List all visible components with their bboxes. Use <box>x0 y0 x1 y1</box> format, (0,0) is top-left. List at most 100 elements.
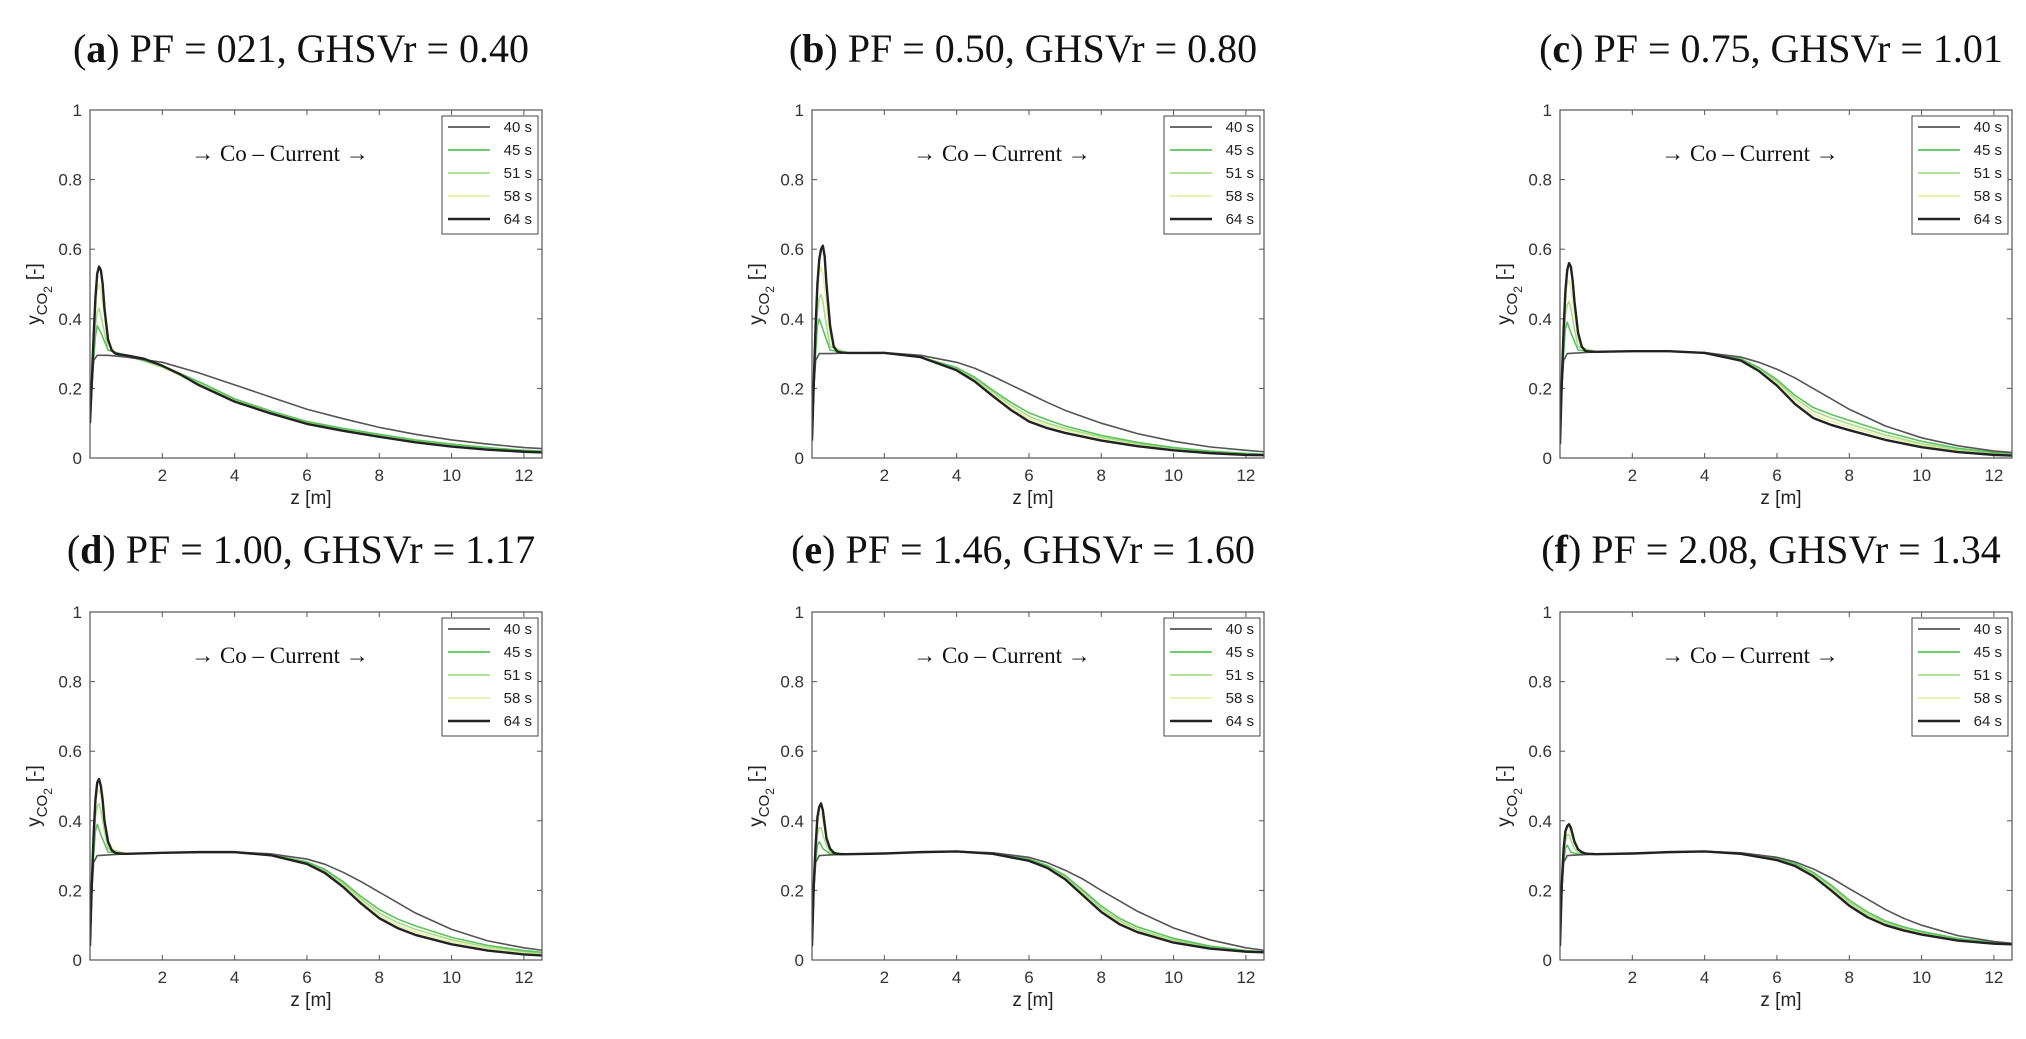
legend-label: 51 s <box>1226 667 1254 684</box>
plot-frame <box>1559 611 2013 961</box>
x-tick-label: 6 <box>1772 968 1781 987</box>
legend-label: 45 s <box>1974 142 2002 159</box>
legend-label: 51 s <box>504 165 532 182</box>
y-tick-label: 0.8 <box>780 171 804 190</box>
legend-label: 45 s <box>1226 142 1254 159</box>
legend-label: 64 s <box>1226 713 1254 730</box>
y-tick-label: 0.6 <box>58 742 82 761</box>
panel-title-letter: a <box>86 26 106 71</box>
y-tick-label: 1 <box>1543 603 1552 622</box>
y-tick-label: 0.4 <box>780 812 804 831</box>
y-tick-label: 0.2 <box>1528 379 1552 398</box>
panel-title-open-paren: ( <box>791 527 804 572</box>
y-axis-label: yCO2 [-] <box>746 263 777 325</box>
panel-title-open-paren: ( <box>73 26 86 71</box>
y-tick-label: 0 <box>1543 951 1552 970</box>
y-tick-label: 0.8 <box>1528 673 1552 692</box>
y-axis-label-sub: CO <box>1504 293 1521 316</box>
x-tick-label: 2 <box>880 466 889 485</box>
legend-label: 40 s <box>1226 119 1254 136</box>
y-tick-label: 0.2 <box>780 379 804 398</box>
x-axis-label: z [m] <box>1760 488 1801 509</box>
panel-a: (a) PF = 021, GHSVr = 0.40 0 0.2 0.4 0.6 0.8 1… <box>24 26 543 509</box>
legend-label: 40 s <box>1226 621 1254 638</box>
flow-annotation: → Co – Current → <box>1661 643 1839 668</box>
panel-title-text: ) PF = 0.75, GHSVr = 1.01 <box>1570 26 2003 71</box>
panel-title-text: ) PF = 0.50, GHSVr = 0.80 <box>824 26 1257 71</box>
x-axis-label: z [m] <box>290 990 331 1011</box>
legend-label: 64 s <box>504 713 532 730</box>
x-axis-label: z [m] <box>1012 488 1053 509</box>
x-tick-label: 4 <box>1700 466 1709 485</box>
plot-frame <box>1559 109 2013 459</box>
series-line-51s <box>812 293 1264 456</box>
panel-title-letter: f <box>1555 527 1569 572</box>
flow-annotation: → Co – Current → <box>191 643 369 668</box>
x-tick-label: 12 <box>514 968 533 987</box>
legend-box <box>441 115 539 235</box>
panel-title-text: ) PF = 1.00, GHSVr = 1.17 <box>102 527 535 572</box>
x-tick-label: 10 <box>1912 968 1931 987</box>
x-axis-label: z [m] <box>1012 990 1053 1011</box>
y-tick-label: 0.2 <box>58 881 82 900</box>
flow-annotation: → Co – Current → <box>191 141 369 166</box>
series-line-45s <box>1560 321 2012 455</box>
x-tick-label: 4 <box>952 968 961 987</box>
panel-title-open-paren: ( <box>789 26 802 71</box>
legend-label: 40 s <box>504 621 532 638</box>
x-tick-label: 8 <box>1097 466 1106 485</box>
y-tick-label: 0.2 <box>780 881 804 900</box>
y-tick-label: 0 <box>1543 449 1552 468</box>
y-axis-label-unit: [-] <box>1494 263 1515 280</box>
x-tick-label: 8 <box>375 466 384 485</box>
flow-annotation: → Co – Current → <box>1661 141 1839 166</box>
y-axis-label-subsub: 2 <box>763 788 777 795</box>
series-line-45s <box>812 318 1264 455</box>
series-line-64s <box>1560 261 2012 457</box>
x-tick-label: 10 <box>442 968 461 987</box>
y-tick-label: 0.2 <box>1528 881 1552 900</box>
y-tick-label: 0.4 <box>1528 812 1552 831</box>
y-tick-label: 1 <box>73 101 82 120</box>
x-tick-label: 12 <box>514 466 533 485</box>
y-axis-label-subsub: 2 <box>763 286 777 293</box>
y-tick-label: 0.6 <box>780 240 804 259</box>
series-line-64s <box>1560 823 2012 947</box>
legend-label: 45 s <box>504 644 532 661</box>
x-tick-label: 4 <box>1700 968 1709 987</box>
panel-e: (e) PF = 1.46, GHSVr = 1.60 0 0.2 0.4 0.6 0.8… <box>746 527 1265 1011</box>
y-axis-label-subsub: 2 <box>1511 788 1525 795</box>
legend-label: 58 s <box>1226 690 1254 707</box>
y-axis-label-unit: [-] <box>1494 765 1515 782</box>
x-tick-label: 4 <box>230 466 239 485</box>
y-axis-label-subsub: 2 <box>41 788 55 795</box>
x-tick-label: 6 <box>1024 968 1033 987</box>
legend-label: 51 s <box>1226 165 1254 182</box>
panel-d: (d) PF = 1.00, GHSVr = 1.17 0 0.2 0.4 0.6 0.8… <box>24 527 543 1011</box>
y-axis-label-sub: CO <box>756 293 773 316</box>
series-line-40s <box>812 351 1264 453</box>
y-tick-label: 0.4 <box>58 310 82 329</box>
y-tick-label: 1 <box>1543 101 1552 120</box>
panel-b: (b) PF = 0.50, GHSVr = 0.80 0 0.2 0.4 0.6 0.8… <box>746 26 1265 509</box>
y-axis-label: yCO2 [-] <box>746 765 777 827</box>
legend-label: 58 s <box>1226 188 1254 205</box>
legend-label: 45 s <box>1226 644 1254 661</box>
y-axis-label-main: y <box>1494 315 1515 325</box>
x-tick-label: 4 <box>952 466 961 485</box>
legend-label: 45 s <box>504 142 532 159</box>
y-tick-label: 0.8 <box>1528 171 1552 190</box>
y-axis-label-sub: CO <box>34 795 51 818</box>
series-line-40s <box>1560 350 2012 454</box>
x-tick-label: 10 <box>442 466 461 485</box>
x-tick-label: 10 <box>1912 466 1931 485</box>
legend-label: 51 s <box>1974 667 2002 684</box>
y-axis-label-subsub: 2 <box>41 286 55 293</box>
y-tick-label: 0.4 <box>1528 310 1552 329</box>
flow-annotation: → Co – Current → <box>913 141 1091 166</box>
series-line-64s <box>90 265 542 454</box>
x-tick-label: 12 <box>1236 968 1255 987</box>
y-axis-label-sub: CO <box>34 293 51 316</box>
y-axis-label-unit: [-] <box>24 263 45 280</box>
